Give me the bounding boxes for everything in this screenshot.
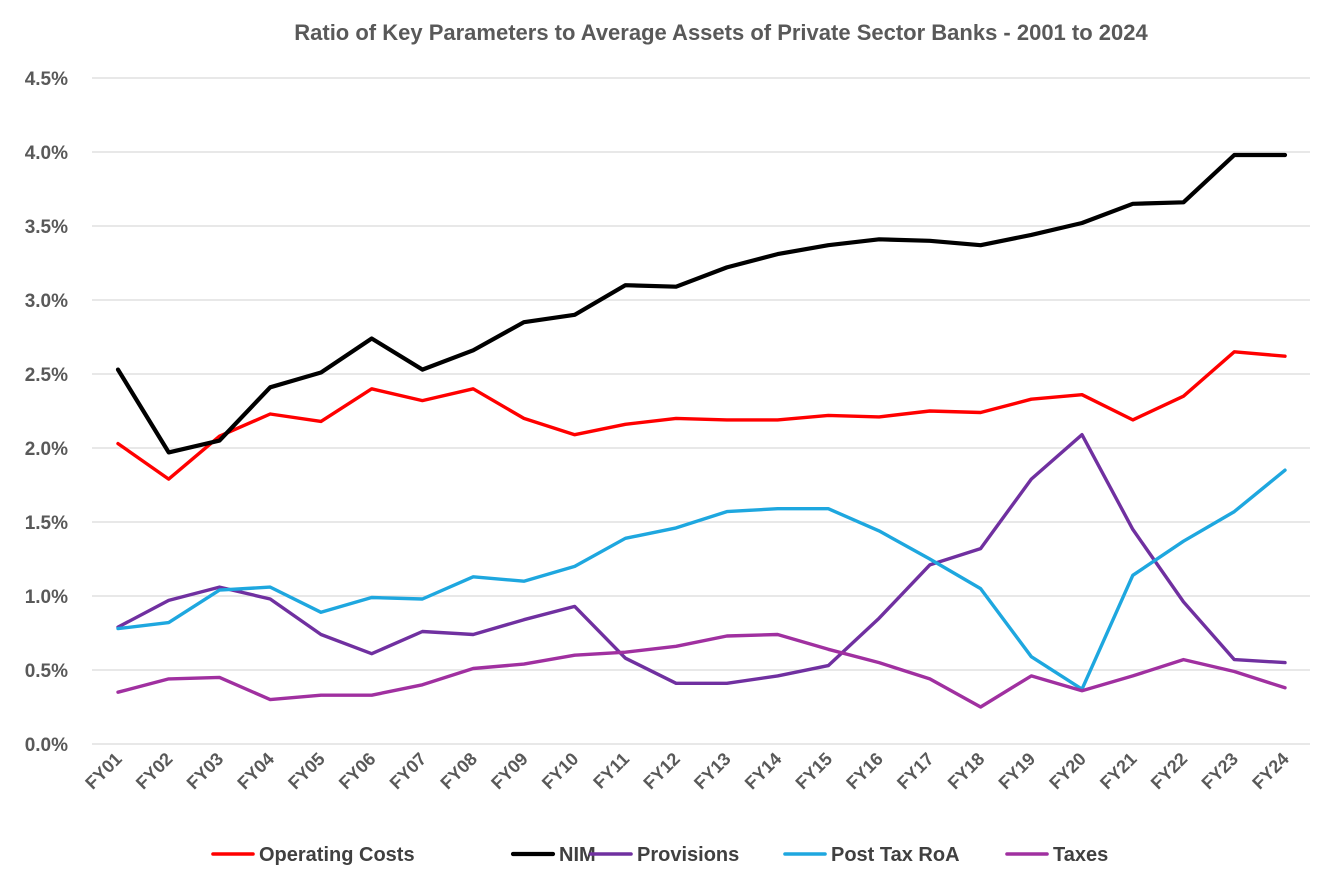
x-tick-label: FY05 [284,749,329,794]
series-line-operating-costs [116,350,1287,481]
x-tick-label: FY22 [1147,749,1192,794]
x-tick-label: FY04 [233,749,278,794]
x-tick-label: FY21 [1096,749,1141,794]
y-tick-label: 0.5% [25,661,68,682]
y-tick-label: 3.0% [25,291,68,312]
y-tick-label: 2.0% [25,439,68,460]
legend-label-taxes: Taxes [1053,844,1108,866]
y-tick-label: 1.0% [25,587,68,608]
x-axis-ticks: FY01 FY02 FY03 FY04 FY05 FY06 FY07 FY08 FY09 FY10… [81,749,1293,794]
legend: Operating Costs NIM Provisions Post Tax RoA… [211,844,1108,866]
x-tick-label: FY08 [436,749,481,794]
x-tick-label: FY20 [1045,749,1090,794]
series-lines [115,152,1288,709]
x-tick-label: FY14 [741,749,786,794]
series-line-provisions [116,433,1287,685]
x-tick-label: FY16 [842,749,887,794]
x-tick-label: FY09 [487,749,532,794]
x-tick-label: FY03 [183,749,228,794]
y-tick-label: 4.5% [25,69,68,90]
chart-title: Ratio of Key Parameters to Average Asset… [294,20,1148,45]
x-tick-label: FY19 [995,749,1040,794]
x-tick-label: FY12 [639,749,684,794]
x-tick-label: FY01 [81,749,126,794]
x-tick-label: FY06 [335,749,380,794]
y-tick-label: 2.5% [25,365,68,386]
series-line-nim [115,152,1288,455]
series-line-taxes [116,632,1287,709]
x-tick-label: FY15 [792,749,837,794]
legend-label-operating-costs: Operating Costs [259,844,415,866]
y-tick-label: 1.5% [25,513,68,534]
y-tick-label: 0.0% [25,735,68,756]
legend-label-nim: NIM [559,844,596,866]
legend-label-provisions: Provisions [637,844,739,866]
x-tick-label: FY24 [1248,749,1293,794]
legend-label-post-tax-roa: Post Tax RoA [831,844,960,866]
y-axis-ticks: 0.0% 0.5% 1.0% 1.5% 2.0% 2.5% 3.0% 3.5% 4.0% 4.5% [25,69,68,756]
y-tick-label: 3.5% [25,217,68,238]
series-line-post-tax-roa [116,468,1287,691]
x-tick-label: FY07 [386,749,431,794]
gridlines [92,77,1310,745]
x-tick-label: FY02 [132,749,177,794]
x-tick-label: FY13 [690,749,735,794]
x-tick-label: FY10 [538,749,583,794]
x-tick-label: FY23 [1198,749,1243,794]
x-tick-label: FY11 [589,749,633,793]
x-tick-label: FY18 [944,749,989,794]
y-tick-label: 4.0% [25,143,68,164]
x-tick-label: FY17 [893,749,938,794]
